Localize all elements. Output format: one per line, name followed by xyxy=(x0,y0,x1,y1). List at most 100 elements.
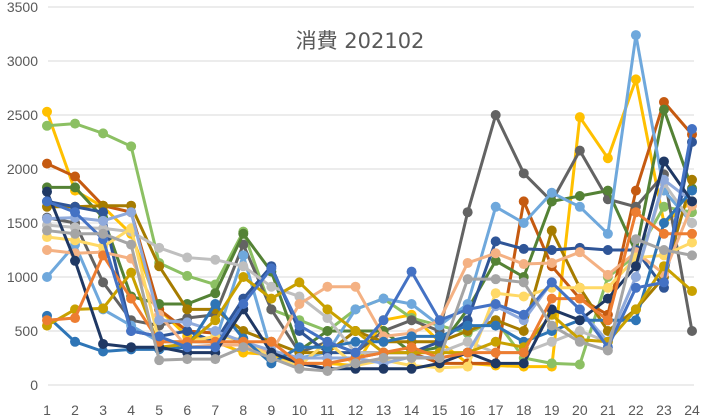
data-point xyxy=(630,234,641,245)
data-point xyxy=(658,228,669,239)
data-point xyxy=(687,286,697,297)
x-tick-label: 20 xyxy=(572,402,588,418)
data-point xyxy=(687,237,697,248)
y-tick-label: 0 xyxy=(30,377,38,393)
x-tick-label: 4 xyxy=(127,402,135,418)
data-point xyxy=(42,245,52,255)
data-point xyxy=(546,336,557,347)
data-point xyxy=(182,354,193,365)
data-point xyxy=(630,315,641,326)
data-point xyxy=(182,304,193,315)
data-point xyxy=(658,156,669,167)
data-point xyxy=(434,331,445,342)
x-tick-label: 7 xyxy=(211,402,219,418)
data-point xyxy=(518,277,529,288)
data-point xyxy=(574,201,585,212)
data-point xyxy=(490,299,501,309)
data-point xyxy=(238,299,249,309)
data-point xyxy=(602,282,613,293)
data-point xyxy=(238,228,249,239)
series-s18 xyxy=(42,225,697,376)
data-point xyxy=(546,304,557,315)
data-point xyxy=(490,347,501,358)
data-point xyxy=(687,218,697,228)
data-point xyxy=(406,353,417,363)
x-tick-label: 19 xyxy=(544,402,560,418)
x-tick-label: 5 xyxy=(155,402,163,418)
data-point xyxy=(462,257,473,268)
y-tick-label: 500 xyxy=(15,323,39,339)
data-point xyxy=(490,110,501,120)
x-tick-label: 18 xyxy=(516,402,532,418)
data-point xyxy=(238,250,249,261)
data-point xyxy=(70,171,81,182)
x-tick-label: 6 xyxy=(183,402,191,418)
data-point xyxy=(546,320,557,331)
data-point xyxy=(490,320,501,331)
data-point xyxy=(210,342,221,353)
data-point xyxy=(322,281,333,292)
data-point xyxy=(462,207,473,218)
data-point xyxy=(98,250,109,261)
data-point xyxy=(238,272,249,282)
x-tick-label: 3 xyxy=(99,402,107,418)
x-tick-label: 15 xyxy=(432,402,448,418)
data-point xyxy=(462,274,473,285)
data-point xyxy=(490,274,501,285)
data-point xyxy=(294,363,305,374)
data-point xyxy=(602,185,613,196)
data-point xyxy=(406,266,417,277)
data-point xyxy=(378,363,389,374)
data-point xyxy=(574,359,585,370)
data-point xyxy=(210,326,221,336)
data-point xyxy=(42,158,52,169)
data-point xyxy=(154,242,165,253)
data-point xyxy=(630,74,641,85)
data-point xyxy=(70,182,81,193)
data-point xyxy=(630,207,641,218)
data-point xyxy=(518,358,529,369)
data-point xyxy=(602,345,613,356)
data-point xyxy=(42,225,52,236)
data-point xyxy=(490,255,501,266)
data-point xyxy=(518,218,529,228)
data-point xyxy=(322,358,333,369)
data-point xyxy=(350,281,361,292)
data-point xyxy=(210,254,221,265)
data-point xyxy=(42,120,52,131)
data-point xyxy=(546,225,557,236)
data-point xyxy=(518,326,529,336)
data-point xyxy=(518,259,529,270)
data-point xyxy=(630,261,641,272)
data-point xyxy=(378,336,389,347)
data-point xyxy=(294,299,305,309)
data-point xyxy=(294,291,305,302)
data-point xyxy=(42,186,52,197)
data-point xyxy=(658,245,669,255)
x-tick-label: 12 xyxy=(348,402,364,418)
data-point xyxy=(518,243,529,254)
data-point xyxy=(630,30,641,41)
data-point xyxy=(546,257,557,268)
data-point xyxy=(658,201,669,212)
data-point xyxy=(574,282,585,293)
data-point xyxy=(378,353,389,363)
data-point xyxy=(462,347,473,358)
data-point xyxy=(518,291,529,302)
data-point xyxy=(490,248,501,259)
data-point xyxy=(546,358,557,369)
data-point xyxy=(687,250,697,261)
data-point xyxy=(378,315,389,326)
data-point xyxy=(658,97,669,108)
data-point xyxy=(70,255,81,266)
data-point xyxy=(70,207,81,218)
y-tick-label: 3000 xyxy=(7,53,38,69)
data-point xyxy=(350,358,361,369)
data-point xyxy=(126,267,137,278)
y-tick-label: 1000 xyxy=(7,269,38,285)
data-point xyxy=(574,247,585,258)
data-point xyxy=(126,293,137,304)
data-point xyxy=(266,263,277,274)
data-point xyxy=(210,288,221,299)
